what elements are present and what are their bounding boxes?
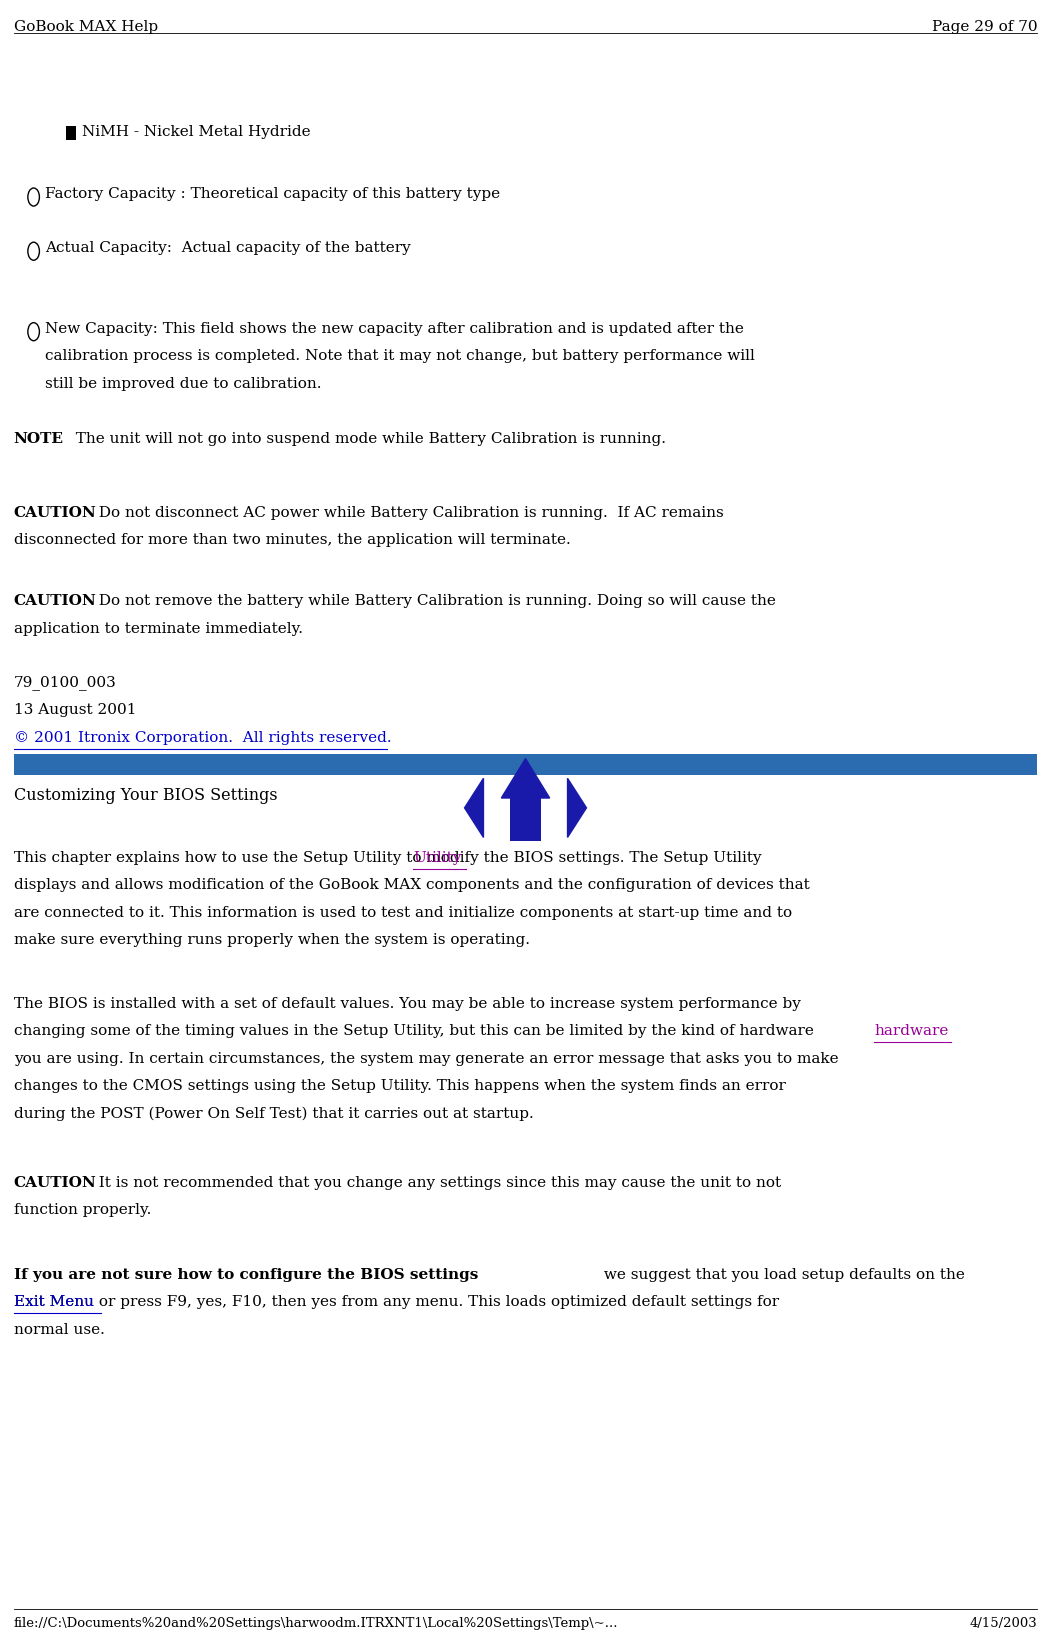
Text: we suggest that you load setup defaults on the: we suggest that you load setup defaults …	[599, 1268, 965, 1282]
Text: CAUTION: CAUTION	[14, 594, 97, 609]
Polygon shape	[465, 778, 483, 837]
Text: This chapter explains how to use the Setup Utility to modify the BIOS settings. : This chapter explains how to use the Set…	[14, 851, 761, 865]
FancyBboxPatch shape	[510, 796, 541, 841]
Text: NiMH - Nickel Metal Hydride: NiMH - Nickel Metal Hydride	[82, 125, 311, 140]
Text: still be improved due to calibration.: still be improved due to calibration.	[45, 378, 322, 391]
Text: make sure everything runs properly when the system is operating.: make sure everything runs properly when …	[14, 933, 530, 947]
FancyBboxPatch shape	[66, 126, 76, 140]
Text: Utility: Utility	[413, 851, 461, 865]
Text: Page 29 of 70: Page 29 of 70	[932, 20, 1037, 34]
Text: 79_0100_003: 79_0100_003	[14, 675, 117, 690]
Text: displays and allows modification of the GoBook MAX components and the configurat: displays and allows modification of the …	[14, 878, 809, 892]
Text: It is not recommended that you change any settings since this may cause the unit: It is not recommended that you change an…	[89, 1176, 782, 1190]
Text: Factory Capacity : Theoretical capacity of this battery type: Factory Capacity : Theoretical capacity …	[45, 187, 500, 202]
Text: CAUTION: CAUTION	[14, 506, 97, 521]
Text: file://C:\Documents%20and%20Settings\harwoodm.ITRXNT1\Local%20Settings\Temp\~...: file://C:\Documents%20and%20Settings\har…	[14, 1617, 618, 1631]
Text: changes to the CMOS settings using the Setup Utility. This happens when the syst: changes to the CMOS settings using the S…	[14, 1079, 785, 1094]
Text: Exit Menu or press F9, yes, F10, then yes from any menu. This loads optimized de: Exit Menu or press F9, yes, F10, then ye…	[14, 1296, 779, 1309]
Text: 13 August 2001: 13 August 2001	[14, 703, 137, 718]
Text: are connected to it. This information is used to test and initialize components : are connected to it. This information is…	[14, 906, 791, 920]
Polygon shape	[568, 778, 586, 837]
Polygon shape	[501, 759, 550, 798]
Text: GoBook MAX Help: GoBook MAX Help	[14, 20, 158, 34]
Text: Customizing Your BIOS Settings: Customizing Your BIOS Settings	[14, 787, 277, 803]
Text: calibration process is completed. Note that it may not change, but battery perfo: calibration process is completed. Note t…	[45, 350, 755, 363]
Text: NOTE: NOTE	[14, 432, 64, 447]
Text: Exit Menu: Exit Menu	[14, 1296, 94, 1309]
Text: Actual Capacity:  Actual capacity of the battery: Actual Capacity: Actual capacity of the …	[45, 241, 411, 256]
Text: The unit will not go into suspend mode while Battery Calibration is running.: The unit will not go into suspend mode w…	[66, 432, 666, 447]
FancyBboxPatch shape	[14, 754, 1037, 775]
Text: Do not disconnect AC power while Battery Calibration is running.  If AC remains: Do not disconnect AC power while Battery…	[89, 506, 724, 521]
Text: during the POST (Power On Self Test) that it carries out at startup.: during the POST (Power On Self Test) tha…	[14, 1107, 534, 1121]
Text: changing some of the timing values in the Setup Utility, but this can be limited: changing some of the timing values in th…	[14, 1025, 813, 1038]
Text: you are using. In certain circumstances, the system may generate an error messag: you are using. In certain circumstances,…	[14, 1053, 839, 1066]
Text: normal use.: normal use.	[14, 1323, 104, 1337]
Text: CAUTION: CAUTION	[14, 1176, 97, 1190]
Text: disconnected for more than two minutes, the application will terminate.: disconnected for more than two minutes, …	[14, 534, 571, 547]
Text: Do not remove the battery while Battery Calibration is running. Doing so will ca: Do not remove the battery while Battery …	[89, 594, 777, 609]
Text: 4/15/2003: 4/15/2003	[970, 1617, 1037, 1631]
Text: © 2001 Itronix Corporation.  All rights reserved.: © 2001 Itronix Corporation. All rights r…	[14, 731, 391, 745]
Text: hardware: hardware	[874, 1025, 949, 1038]
Text: function properly.: function properly.	[14, 1204, 151, 1217]
Text: The BIOS is installed with a set of default values. You may be able to increase : The BIOS is installed with a set of defa…	[14, 997, 801, 1011]
Text: New Capacity: This field shows the new capacity after calibration and is updated: New Capacity: This field shows the new c…	[45, 322, 744, 337]
Text: application to terminate immediately.: application to terminate immediately.	[14, 622, 303, 635]
Text: If you are not sure how to configure the BIOS settings: If you are not sure how to configure the…	[14, 1268, 478, 1282]
